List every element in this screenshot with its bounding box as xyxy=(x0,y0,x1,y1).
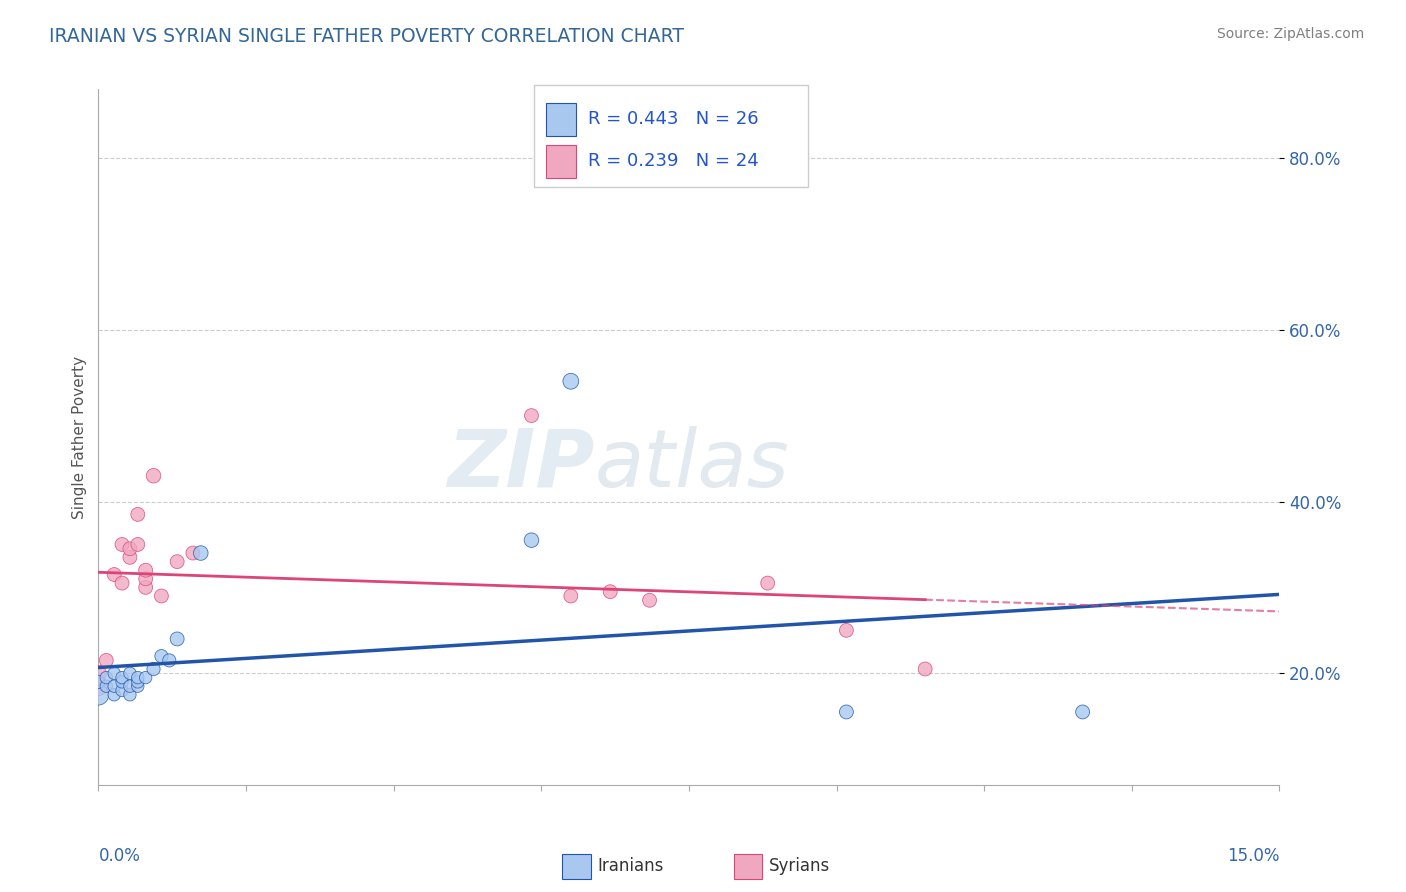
Point xyxy=(111,674,134,689)
Point xyxy=(127,674,149,689)
Point xyxy=(638,593,661,607)
Point xyxy=(135,671,157,685)
Text: R = 0.443   N = 26: R = 0.443 N = 26 xyxy=(588,110,758,128)
Text: Iranians: Iranians xyxy=(598,857,664,875)
Point xyxy=(103,666,125,681)
Point xyxy=(135,572,157,586)
Point xyxy=(520,533,543,548)
Point xyxy=(118,688,141,702)
Point xyxy=(118,666,141,681)
Point xyxy=(520,409,543,423)
Point xyxy=(96,679,118,693)
Point xyxy=(118,679,141,693)
Point xyxy=(87,674,110,689)
Text: R = 0.239   N = 24: R = 0.239 N = 24 xyxy=(588,152,758,169)
Point xyxy=(142,662,165,676)
Point xyxy=(560,589,582,603)
Text: 15.0%: 15.0% xyxy=(1227,847,1279,865)
Point xyxy=(111,683,134,698)
Point xyxy=(103,567,125,582)
Text: 0.0%: 0.0% xyxy=(98,847,141,865)
Point xyxy=(560,374,582,388)
Point xyxy=(87,688,110,702)
Point xyxy=(103,679,125,693)
Point xyxy=(127,679,149,693)
Point xyxy=(166,555,188,569)
Point xyxy=(166,632,188,646)
Point xyxy=(111,671,134,685)
Point xyxy=(96,653,118,667)
Point xyxy=(150,649,173,664)
Point xyxy=(127,671,149,685)
Point xyxy=(111,576,134,591)
Point xyxy=(127,508,149,522)
Point xyxy=(96,671,118,685)
Point xyxy=(87,679,110,693)
Point xyxy=(87,666,110,681)
Text: Syrians: Syrians xyxy=(769,857,831,875)
Point xyxy=(181,546,204,560)
Point xyxy=(190,546,212,560)
Text: ZIP: ZIP xyxy=(447,425,595,504)
Point xyxy=(103,688,125,702)
Point xyxy=(135,563,157,577)
Point xyxy=(599,584,621,599)
Point xyxy=(118,550,141,565)
Text: IRANIAN VS SYRIAN SINGLE FATHER POVERTY CORRELATION CHART: IRANIAN VS SYRIAN SINGLE FATHER POVERTY … xyxy=(49,27,685,45)
Point xyxy=(142,468,165,483)
Point xyxy=(150,589,173,603)
Text: Source: ZipAtlas.com: Source: ZipAtlas.com xyxy=(1216,27,1364,41)
Point xyxy=(1071,705,1094,719)
Y-axis label: Single Father Poverty: Single Father Poverty xyxy=(72,356,87,518)
Point xyxy=(127,537,149,551)
Point xyxy=(111,537,134,551)
Point xyxy=(118,541,141,556)
Text: atlas: atlas xyxy=(595,425,789,504)
Point xyxy=(157,653,180,667)
Point xyxy=(914,662,936,676)
Point xyxy=(756,576,779,591)
Point xyxy=(835,705,858,719)
Point xyxy=(835,624,858,638)
Point xyxy=(135,581,157,595)
